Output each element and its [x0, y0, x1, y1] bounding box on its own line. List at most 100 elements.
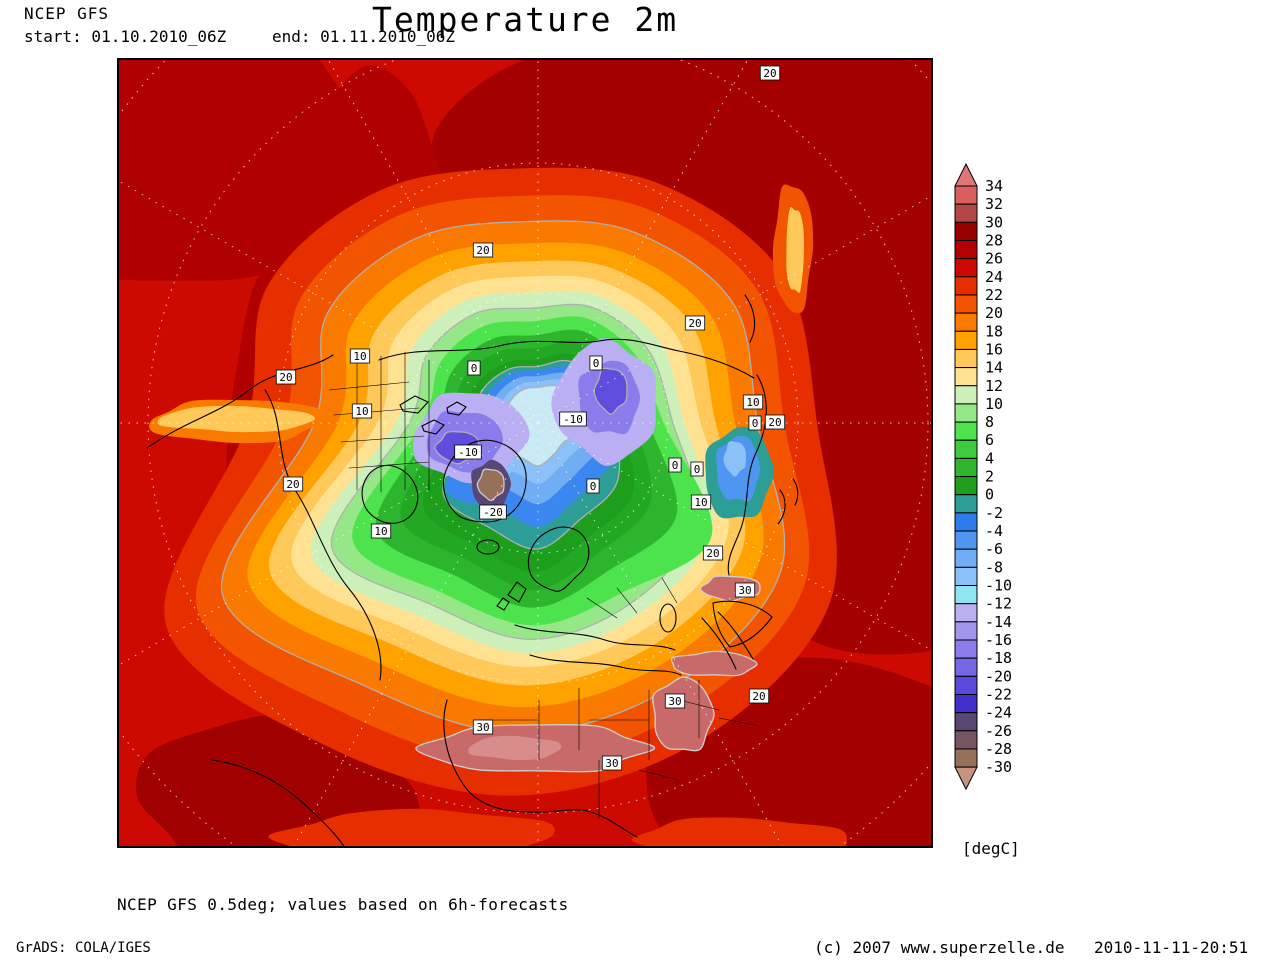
isotherm-label-text: 0 — [752, 417, 759, 430]
colorbar-segment — [954, 585, 978, 605]
isotherm-label: 0 — [586, 478, 600, 494]
political-borders-eurasia — [586, 577, 678, 619]
isotherm-label: 10 — [349, 348, 371, 364]
start-time-label: start: 01.10.2010_06Z — [24, 27, 227, 46]
temperature-region — [786, 207, 805, 293]
isotherm-label: 0 — [748, 415, 762, 431]
isotherm-label-text: 20 — [286, 478, 299, 491]
temperature-map: 20 20 20 20 20 20 20 20 10 10 10 10 10 0 0 0 0 0 0 -10 -10 -2… — [0, 0, 1138, 960]
isotherm-label-text: 20 — [476, 244, 489, 257]
isotherm-label-box — [282, 476, 304, 492]
colorbar-segment — [954, 512, 978, 532]
isotherm-label-box — [664, 693, 686, 709]
colorbar-tick-label: -6 — [985, 540, 1003, 558]
grads-credit: GrADS: COLA/IGES — [16, 940, 151, 956]
isotherm-label-text: 20 — [706, 547, 719, 560]
coastline-kamchatka — [744, 294, 756, 343]
isotherm-label-text: 30 — [668, 695, 681, 708]
isotherm-label-text: 30 — [476, 721, 489, 734]
coastline-red-sea — [701, 611, 754, 670]
temperature-field-layer — [0, 0, 1068, 884]
isotherm-label-box — [586, 478, 600, 494]
colorbar-segment — [954, 748, 978, 768]
isotherm-label: 10 — [370, 523, 392, 539]
isotherm-label: 0 — [668, 457, 682, 473]
colorbar-tick-label: -20 — [985, 667, 1012, 685]
end-time-label: end: 01.11.2010_06Z — [272, 27, 456, 46]
colorbar-segment — [954, 603, 978, 623]
colorbar-segment — [954, 258, 978, 278]
coastline-south-america — [211, 759, 346, 849]
isotherm-label: 20 — [282, 476, 304, 492]
colorbar-canvas: 3432302826242220181614121086420-2-4-6-8-… — [954, 162, 1012, 791]
coastline-north-america-west — [264, 389, 382, 681]
colorbar-tick-label: 12 — [985, 377, 1003, 395]
colorbar-tick-label: 0 — [985, 486, 994, 504]
isotherm-label-text: 0 — [590, 480, 597, 493]
isotherm-label-box — [479, 504, 507, 520]
coastline-asia-east — [727, 374, 767, 576]
isotherm-label-text: 20 — [688, 317, 701, 330]
isotherm-label: 20 — [275, 369, 297, 385]
timestamp: 2010-11-11-20:51 — [1094, 938, 1249, 957]
isotherm-label-text: 0 — [593, 357, 600, 370]
political-borders-africa — [478, 679, 760, 819]
coastline-arabia — [712, 600, 773, 648]
isotherm-label: 10 — [351, 403, 373, 419]
coastline-mediterranean — [514, 624, 682, 676]
colorbar-tick-label: -24 — [985, 704, 1012, 722]
colorbar-tick-label: 18 — [985, 322, 1003, 340]
isotherm-label: 20 — [759, 65, 781, 81]
isotherm-label: 20 — [748, 688, 770, 704]
colorbar-tick-label: 30 — [985, 213, 1003, 231]
isotherm-label-text: 20 — [279, 371, 292, 384]
isotherm-label: 10 — [742, 394, 764, 410]
colorbar-tick-label: 8 — [985, 413, 994, 431]
isotherm-label-text: -10 — [458, 446, 478, 459]
colorbar-segment — [954, 367, 978, 387]
colorbar-segment — [954, 276, 978, 296]
isotherm-label-text: 0 — [471, 362, 478, 375]
colorbar-tick-label: 26 — [985, 250, 1003, 268]
isotherm-label: -20 — [479, 504, 507, 520]
temperature-map-canvas: 20 20 20 20 20 20 20 20 10 10 10 10 10 0 0 0 0 0 0 -10 -10 -2… — [0, 0, 1138, 960]
map-border — [117, 58, 933, 848]
temperature-region — [157, 405, 316, 433]
isotherm-label-box — [734, 582, 756, 598]
isotherm-label: 30 — [664, 693, 686, 709]
isotherm-label: 0 — [467, 360, 481, 376]
political-borders-north-america — [328, 351, 430, 493]
isotherm-label-box — [472, 242, 494, 258]
colorbar-segment — [954, 566, 978, 587]
colorbar-tick-label: 24 — [985, 268, 1003, 286]
isotherm-label-box — [589, 355, 603, 371]
graticule-parallel — [277, 162, 799, 684]
colorbar-segment — [954, 203, 978, 223]
isotherm-label: 30 — [734, 582, 756, 598]
colorbar-segment — [954, 403, 978, 423]
isotherm-label-box — [759, 65, 781, 81]
isotherm-label-box — [764, 414, 786, 430]
colorbar-tick-label: 20 — [985, 304, 1003, 322]
colorbar-tick-label: -28 — [985, 740, 1012, 758]
colorbar-tick-label: -8 — [985, 558, 1003, 576]
colorbar-segment — [954, 548, 978, 568]
temperature-region — [670, 650, 758, 677]
isotherm-label-box — [275, 369, 297, 385]
isotherm-label-box — [668, 457, 682, 473]
isotherm-label-box — [351, 403, 373, 419]
colorbar-tick-label: 16 — [985, 340, 1003, 358]
isotherm-label-box — [601, 755, 623, 771]
graticule-parallel — [147, 32, 929, 814]
isotherm-label: 30 — [601, 755, 623, 771]
colorbar-segment — [954, 294, 978, 314]
colorbar-tick-label: 34 — [985, 177, 1003, 195]
isotherm-label-text: 10 — [353, 350, 366, 363]
isotherm-label-text: -10 — [563, 413, 583, 426]
isotherm-label: 10 — [690, 494, 712, 510]
isotherm-label-box — [472, 719, 494, 735]
isotherm-label-box — [559, 411, 587, 427]
colorbar-unit-label: [degC] — [962, 839, 1020, 858]
colorbar-segment — [954, 348, 978, 369]
